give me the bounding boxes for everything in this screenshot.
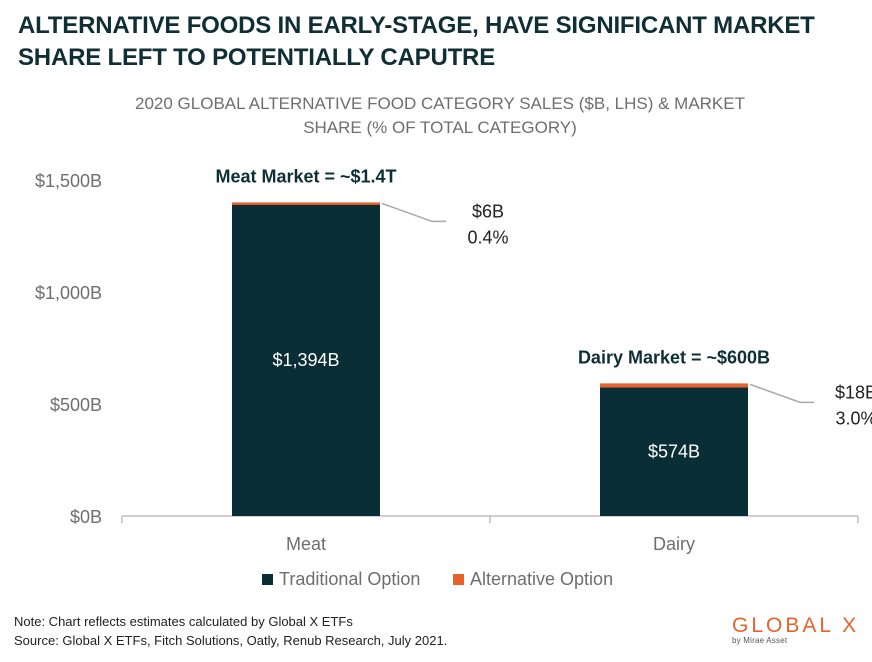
y-tick-label: $500B bbox=[50, 395, 102, 415]
global-x-logo: GLOBAL X by Mirae Asset bbox=[732, 614, 862, 645]
chart-source: Source: Global X ETFs, Fitch Solutions, … bbox=[14, 633, 448, 648]
logo-subtitle: by Mirae Asset bbox=[732, 636, 788, 645]
x-category-label: Dairy bbox=[653, 534, 695, 554]
y-tick-label: $0B bbox=[70, 507, 102, 527]
logo-word: GLOBAL X bbox=[732, 614, 860, 637]
chart-title: 2020 GLOBAL ALTERNATIVE FOOD CATEGORY SA… bbox=[135, 94, 745, 137]
x-category-label: Meat bbox=[286, 534, 326, 554]
legend-swatch-traditional bbox=[262, 574, 273, 585]
bar-value-label: $1,394B bbox=[272, 350, 339, 370]
market-total-label: Dairy Market = ~$600B bbox=[578, 347, 770, 367]
bar-value-label: $574B bbox=[648, 442, 700, 462]
alternative-share-label: 3.0% bbox=[835, 408, 872, 428]
bar-traditional bbox=[600, 387, 748, 516]
alternative-share-label: 0.4% bbox=[467, 227, 508, 247]
legend-label-alternative: Alternative Option bbox=[470, 569, 613, 589]
alternative-value-label: $6B bbox=[472, 201, 504, 221]
leader-line bbox=[749, 383, 814, 404]
market-total-label: Meat Market = ~$1.4T bbox=[215, 166, 396, 186]
legend-swatch-alternative bbox=[453, 574, 464, 585]
page-headline: ALTERNATIVE FOODS IN EARLY-STAGE, HAVE S… bbox=[18, 12, 815, 71]
alternative-value-label: $18B bbox=[835, 382, 872, 402]
leader-line bbox=[381, 202, 446, 223]
bar-alternative bbox=[232, 202, 380, 205]
legend-label-traditional: Traditional Option bbox=[279, 569, 420, 589]
y-tick-label: $1,500B bbox=[35, 171, 102, 191]
y-tick-label: $1,000B bbox=[35, 283, 102, 303]
bar-alternative bbox=[600, 383, 748, 388]
chart-note: Note: Chart reflects estimates calculate… bbox=[14, 614, 353, 629]
stacked-bar-chart: $0B $500B $1,000B $1,500B $1,394B Meat Market… bbox=[35, 166, 872, 589]
bar-traditional bbox=[232, 203, 380, 516]
